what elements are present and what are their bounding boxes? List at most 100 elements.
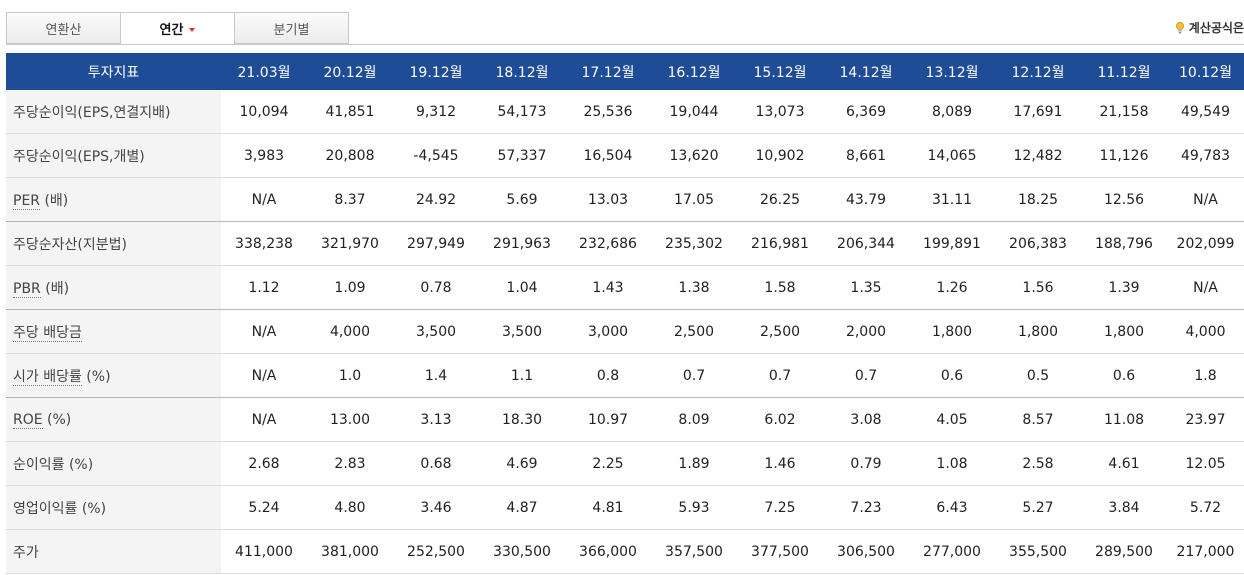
table-cell: 10,902	[737, 133, 823, 178]
column-header: 12.12월	[995, 53, 1081, 90]
table-cell: 0.7	[737, 353, 823, 398]
table-cell: 4,000	[307, 309, 393, 354]
table-cell: N/A	[1167, 265, 1244, 310]
row-label-link[interactable]: PER	[13, 192, 41, 210]
table-cell: 13,073	[737, 90, 823, 134]
table-cell: 7.25	[737, 485, 823, 530]
table-header-row: 투자지표 21.03월 20.12월 19.12월 18.12월 17.12월 …	[6, 53, 1244, 90]
table-cell: 13.03	[565, 177, 651, 222]
table-cell: 5.27	[995, 485, 1081, 530]
table-cell: 8,661	[823, 133, 909, 178]
table-cell: N/A	[1167, 177, 1244, 222]
table-cell: 216,981	[737, 221, 823, 266]
table-cell: 10,094	[221, 90, 307, 134]
table-cell: 19,044	[651, 90, 737, 134]
table-cell: 2,500	[737, 309, 823, 354]
tab-quarterly-label: 분기별	[273, 22, 310, 38]
table-cell: 206,344	[823, 221, 909, 266]
table-cell: 411,000	[221, 529, 307, 574]
calc-formula-link[interactable]: 계산공식은	[1175, 19, 1244, 36]
table-cell: 291,963	[479, 221, 565, 266]
table-cell: 1.4	[393, 353, 479, 398]
row-label: PER (배)	[6, 177, 221, 222]
table-cell: 0.78	[393, 265, 479, 310]
table-cell: 13.00	[307, 397, 393, 442]
table-cell: 4.05	[909, 397, 995, 442]
table-cell: 14,065	[909, 133, 995, 178]
table-cell: 1.35	[823, 265, 909, 310]
table-cell: 235,302	[651, 221, 737, 266]
tab-quarterly[interactable]: 분기별	[234, 12, 349, 44]
tab-divider	[6, 44, 1244, 45]
table-cell: 1.39	[1081, 265, 1167, 310]
table-cell: 1.26	[909, 265, 995, 310]
table-cell: 43.79	[823, 177, 909, 222]
table-cell: 4,000	[1167, 309, 1244, 354]
row-label-link[interactable]: 주당 배당금	[13, 324, 82, 342]
table-cell: 54,173	[479, 90, 565, 134]
table-cell: 4.80	[307, 485, 393, 530]
table-cell: N/A	[221, 177, 307, 222]
table-cell: N/A	[221, 353, 307, 398]
table-cell: 366,000	[565, 529, 651, 574]
table-cell: 12,482	[995, 133, 1081, 178]
table-row: 순이익률 (%) 2.68 2.83 0.68 4.69 2.25 1.89 1.46 0.79…	[6, 441, 1244, 486]
table-cell: 297,949	[393, 221, 479, 266]
table-cell: 1.1	[479, 353, 565, 398]
tab-annual-label: 연간	[159, 23, 184, 38]
tab-annual[interactable]: 연간	[120, 12, 235, 45]
table-cell: 2.58	[995, 441, 1081, 486]
column-header: 18.12월	[479, 53, 565, 90]
table-cell: 24.92	[393, 177, 479, 222]
caret-down-icon	[189, 27, 196, 32]
row-label-link[interactable]: 시가 배당률	[13, 368, 82, 386]
row-label-link[interactable]: PBR	[13, 280, 41, 298]
table-cell: 10.97	[565, 397, 651, 442]
table-cell: 355,500	[995, 529, 1081, 574]
table-cell: 49,783	[1167, 133, 1244, 178]
table-cell: 188,796	[1081, 221, 1167, 266]
table-cell: 1.04	[479, 265, 565, 310]
row-label: 주당 배당금	[6, 309, 221, 354]
column-header: 21.03월	[221, 53, 307, 90]
row-label-text: 주가	[13, 544, 39, 561]
column-header: 10.12월	[1167, 53, 1244, 90]
table-row: 주당순이익(EPS,연결지배) 10,094 41,851 9,312 54,173 25…	[6, 90, 1244, 134]
row-label: 순이익률 (%)	[6, 441, 221, 486]
table-cell: 338,238	[221, 221, 307, 266]
row-label-unit: (%)	[42, 411, 72, 428]
table-cell: 3.08	[823, 397, 909, 442]
table-cell: 289,500	[1081, 529, 1167, 574]
table-cell: 25,536	[565, 90, 651, 134]
table-cell: 3.46	[393, 485, 479, 530]
row-label: ROE (%)	[6, 397, 221, 442]
row-label: 주당순이익(EPS,연결지배)	[6, 90, 221, 134]
table-cell: 4.81	[565, 485, 651, 530]
table-cell: 202,099	[1167, 221, 1244, 266]
table-cell: 217,000	[1167, 529, 1244, 574]
row-label-unit: (배)	[40, 280, 70, 297]
top-bar: 연환산 연간 분기별 계산공식은	[0, 0, 1244, 47]
table-cell: 232,686	[565, 221, 651, 266]
table-cell: 4.87	[479, 485, 565, 530]
table-cell: 1.0	[307, 353, 393, 398]
table-cell: 17,691	[995, 90, 1081, 134]
table-cell: 0.79	[823, 441, 909, 486]
row-label-unit: (배)	[40, 192, 69, 209]
table-cell: N/A	[221, 309, 307, 354]
table-cell: 6.02	[737, 397, 823, 442]
table-cell: 277,000	[909, 529, 995, 574]
table-cell: 8.37	[307, 177, 393, 222]
table-cell: 4.61	[1081, 441, 1167, 486]
table-cell: 6,369	[823, 90, 909, 134]
table-cell: 3,983	[221, 133, 307, 178]
table-cell: 1,800	[995, 309, 1081, 354]
tab-annualized[interactable]: 연환산	[6, 12, 121, 44]
table-cell: 49,549	[1167, 90, 1244, 134]
row-label-text: 순이익률 (%)	[13, 456, 94, 473]
table-cell: 3.13	[393, 397, 479, 442]
row-label-link[interactable]: ROE	[13, 411, 43, 429]
row-label: 시가 배당률 (%)	[6, 353, 221, 398]
table-cell: 1.8	[1167, 353, 1244, 398]
table-cell: 2.83	[307, 441, 393, 486]
